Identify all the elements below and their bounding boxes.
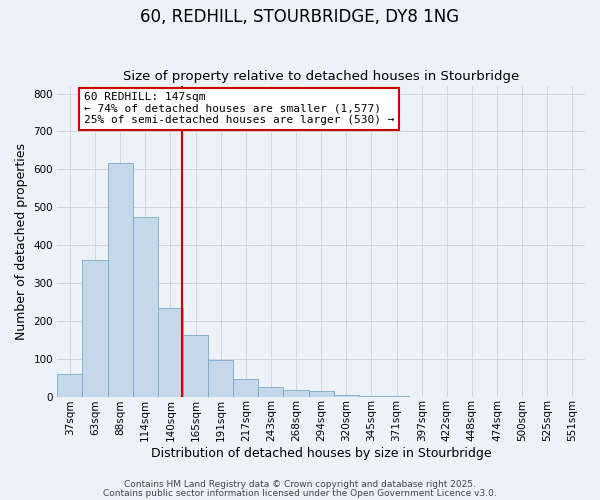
Bar bbox=[308, 391, 334, 396]
Text: 60 REDHILL: 147sqm
← 74% of detached houses are smaller (1,577)
25% of semi-deta: 60 REDHILL: 147sqm ← 74% of detached hou… bbox=[84, 92, 394, 126]
X-axis label: Distribution of detached houses by size in Stourbridge: Distribution of detached houses by size … bbox=[151, 447, 491, 460]
Bar bbox=[334, 394, 359, 396]
Bar bbox=[208, 360, 233, 397]
Bar bbox=[107, 163, 133, 396]
Bar bbox=[259, 387, 283, 396]
Y-axis label: Number of detached properties: Number of detached properties bbox=[15, 143, 28, 340]
Title: Size of property relative to detached houses in Stourbridge: Size of property relative to detached ho… bbox=[123, 70, 519, 84]
Bar bbox=[133, 216, 158, 396]
Text: Contains public sector information licensed under the Open Government Licence v3: Contains public sector information licen… bbox=[103, 489, 497, 498]
Bar bbox=[283, 390, 308, 396]
Bar bbox=[158, 308, 183, 396]
Bar bbox=[58, 374, 82, 396]
Bar bbox=[183, 335, 208, 396]
Bar bbox=[82, 260, 107, 396]
Text: Contains HM Land Registry data © Crown copyright and database right 2025.: Contains HM Land Registry data © Crown c… bbox=[124, 480, 476, 489]
Text: 60, REDHILL, STOURBRIDGE, DY8 1NG: 60, REDHILL, STOURBRIDGE, DY8 1NG bbox=[140, 8, 460, 26]
Bar bbox=[233, 379, 259, 396]
